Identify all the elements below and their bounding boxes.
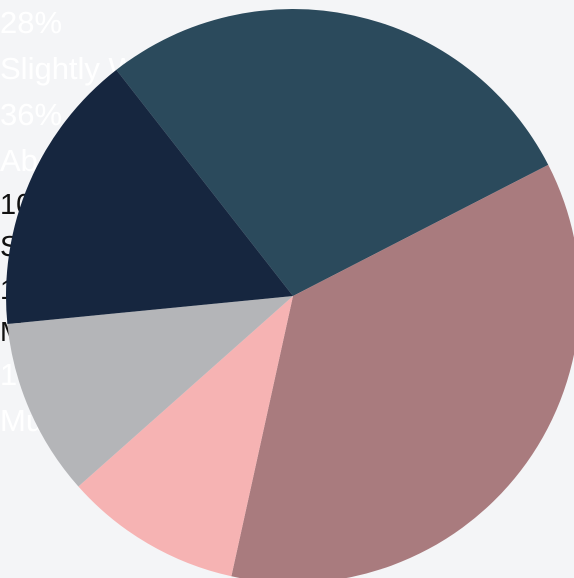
pie-slice <box>7 296 293 487</box>
pie-slice <box>78 296 293 577</box>
slice-value-label: 36% <box>0 96 63 132</box>
pie-slice <box>116 9 549 296</box>
pie-slice <box>231 164 574 578</box>
pie-slice <box>5 69 293 325</box>
slice-value-label: 28% <box>0 5 63 40</box>
